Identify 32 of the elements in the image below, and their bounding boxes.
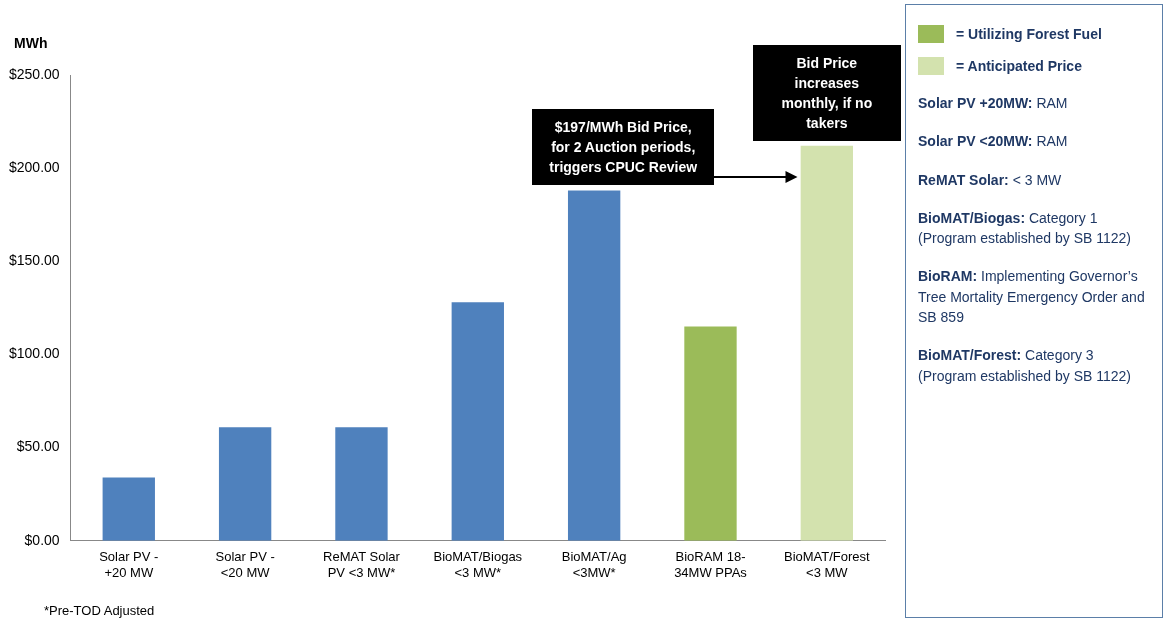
y-tick-label: $250.00: [9, 65, 60, 82]
bar: [451, 302, 504, 541]
text: Solar PV +20MW: RAM: [918, 94, 1069, 113]
bar: [335, 427, 388, 541]
x-tick-label: Solar PV - +20 MW: [99, 549, 159, 580]
bar: [800, 145, 854, 541]
x-tick-label: BioMAT/Biogas <3 MW*: [433, 549, 523, 580]
bar: [567, 190, 621, 541]
bar: [102, 477, 155, 541]
text: BioRAM: Implementing Governor’s Tree Mortality Emergency Order and SB 859: [918, 267, 1146, 328]
text: *Pre-TOD Adjusted: [44, 603, 155, 618]
callout-box: $197/MWh Bid Price, for 2 Auction periods, triggers CPUC Review: [532, 109, 715, 186]
x-tick-label: ReMAT Solar PV <3 MW*: [323, 549, 401, 580]
x-tick-label: BioMAT/Forest <3 MW: [783, 549, 871, 580]
y-tick-label: $150.00: [9, 252, 60, 269]
y-tick-label: $200.00: [9, 159, 60, 176]
text: ReMAT Solar: < 3 MW: [918, 170, 1063, 190]
text: Solar PV <20MW: RAM: [918, 132, 1069, 152]
callout-box: Bid Price increases monthly, if no takers: [752, 45, 901, 141]
y-tick-label: $100.00: [9, 345, 60, 362]
y-axis-title: MWh: [14, 34, 48, 51]
x-tick-label: Solar PV - <20 MW: [215, 549, 275, 580]
y-tick-label: $0.00: [24, 531, 60, 548]
y-tick-label: $50.00: [16, 438, 60, 455]
bar: [684, 326, 737, 541]
text: BioMAT/Forest: Category 3 (Program established by SB 1122): [918, 346, 1132, 386]
legend-label: = Anticipated Price: [956, 58, 1082, 74]
bar: [218, 427, 272, 541]
legend-label: = Utilizing Forest Fuel: [956, 26, 1102, 42]
x-tick-label: BioRAM 18- 34MW PPAs: [674, 549, 748, 580]
text: BioMAT/Biogas: Category 1 (Program established by SB 1122): [918, 208, 1132, 249]
x-tick-label: BioMAT/Ag <3MW*: [561, 549, 627, 580]
